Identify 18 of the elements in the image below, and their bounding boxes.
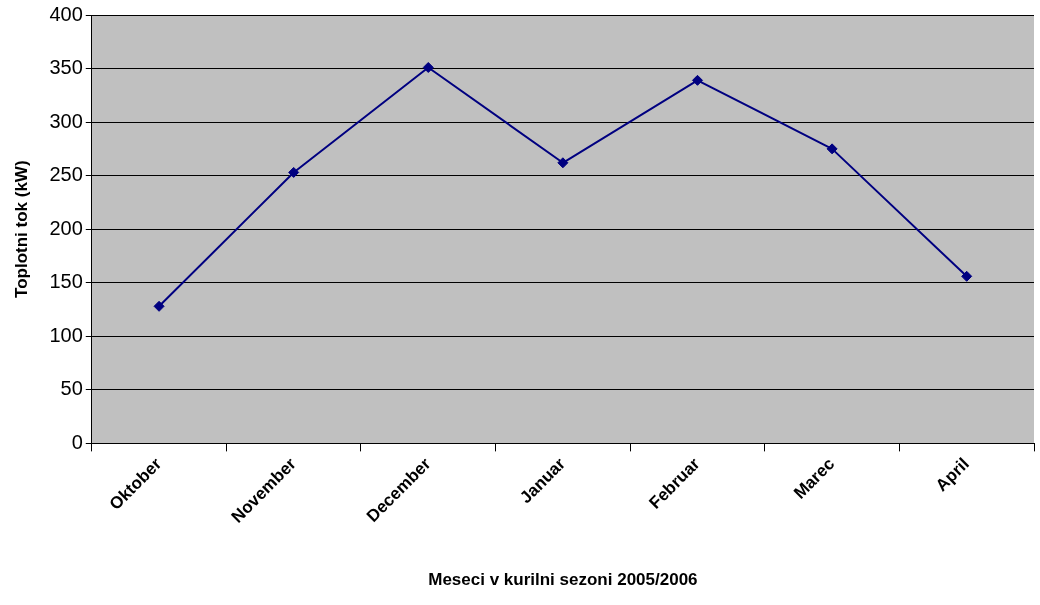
y-tick-label: 0 bbox=[71, 430, 83, 453]
point bbox=[153, 300, 165, 312]
point bbox=[288, 166, 300, 178]
y-tick-label: 200 bbox=[49, 216, 83, 239]
y-tick-label: 300 bbox=[49, 109, 83, 132]
point bbox=[422, 61, 434, 73]
y-tick-label: 250 bbox=[49, 163, 83, 186]
point bbox=[961, 270, 973, 282]
point bbox=[691, 74, 703, 86]
x-axis-title: Meseci v kurilni sezoni 2005/2006 bbox=[428, 570, 698, 590]
y-tick-label: 100 bbox=[49, 323, 83, 346]
y-tick-label: 150 bbox=[49, 270, 83, 293]
point bbox=[557, 157, 569, 169]
y-tick-label: 400 bbox=[49, 2, 83, 25]
y-axis-title: Toplotni tok (kW) bbox=[11, 160, 31, 298]
y-tick-label: 50 bbox=[60, 377, 83, 400]
y-tick-label: 350 bbox=[49, 56, 83, 79]
point bbox=[826, 143, 838, 155]
